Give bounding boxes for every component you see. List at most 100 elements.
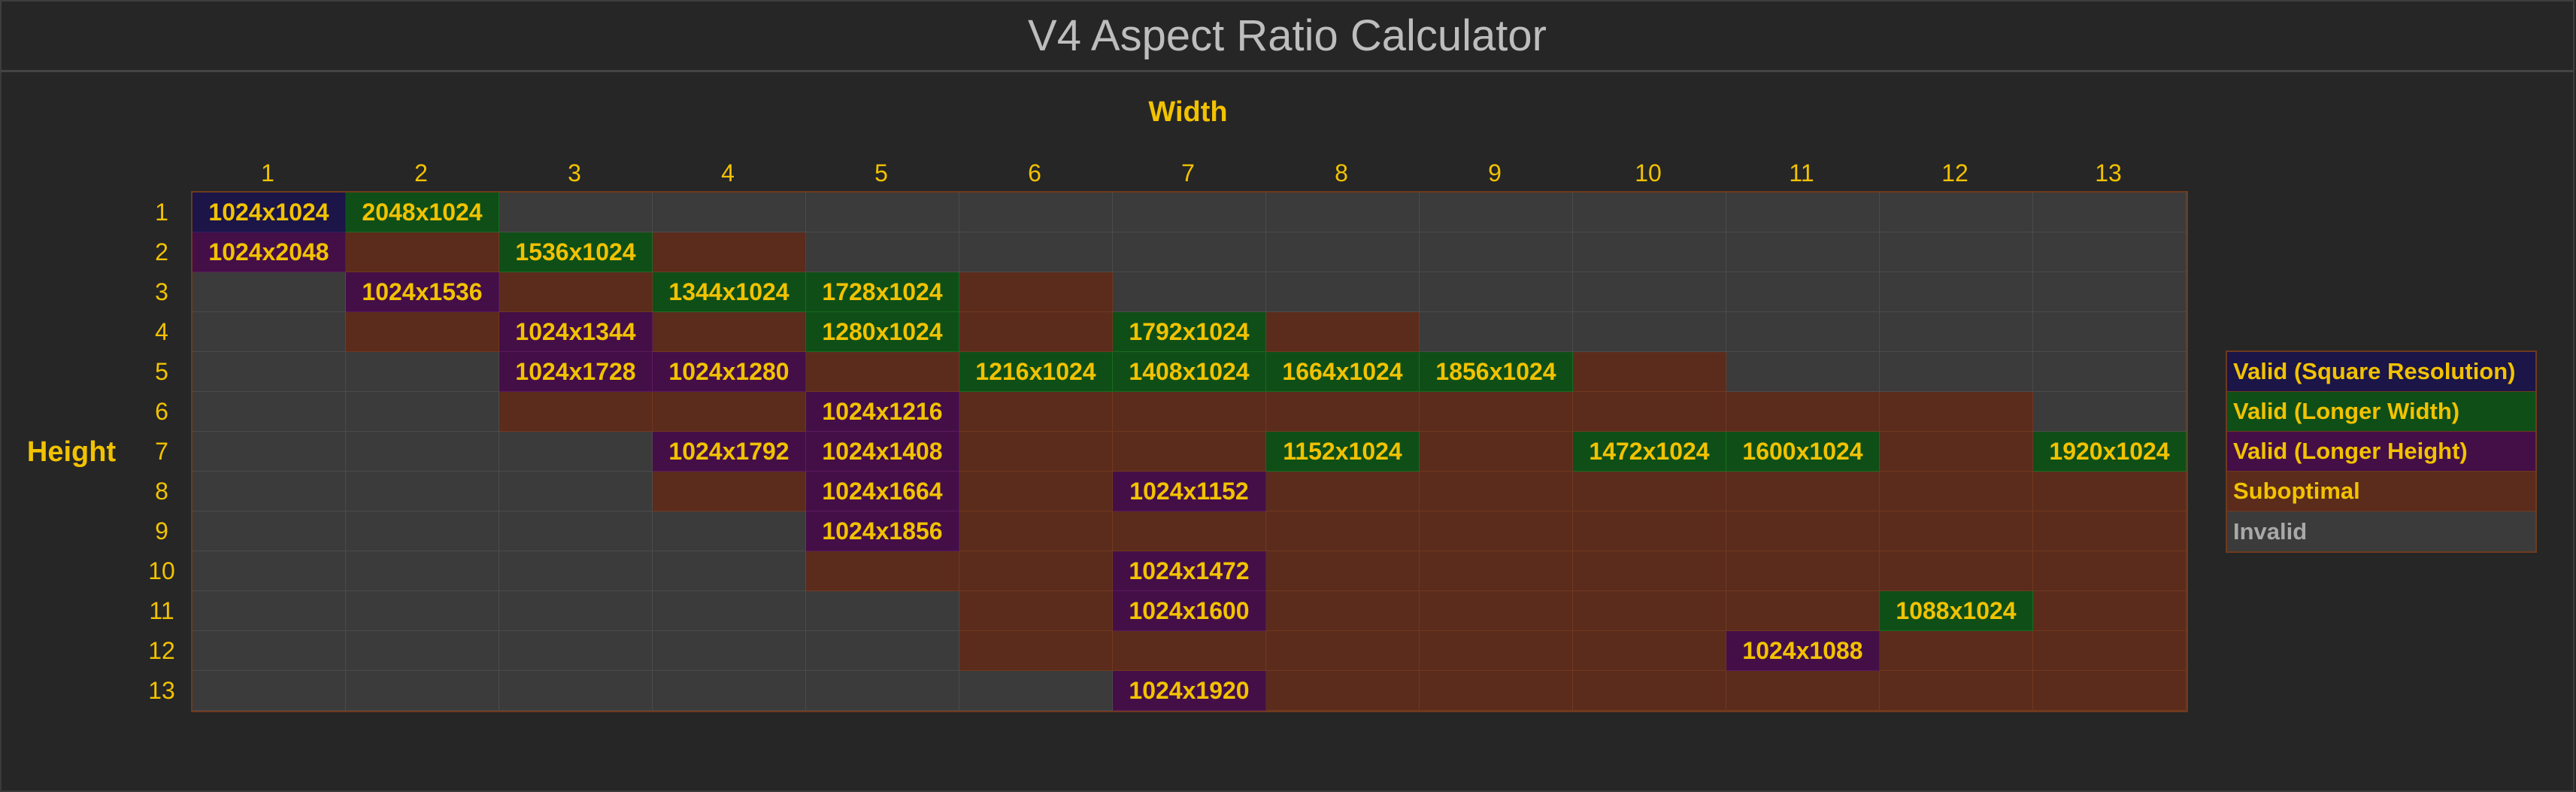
grid-cell-r11-c13 <box>2033 591 2187 631</box>
grid-cell-r5-c1 <box>192 352 346 392</box>
grid-cell-r10-c7: 1024x1472 <box>1113 551 1266 591</box>
row-header-6: 6 <box>155 398 168 425</box>
grid-cell-r10-c11 <box>1726 551 1880 591</box>
page-title: V4 Aspect Ratio Calculator <box>0 0 2574 72</box>
grid-cell-r8-c13 <box>2033 472 2187 511</box>
grid-cell-r5-c11 <box>1726 352 1880 392</box>
grid-cell-r12-c1 <box>192 631 346 671</box>
column-header-9: 9 <box>1488 159 1502 187</box>
grid-cell-r10-c4 <box>653 551 806 591</box>
grid-cell-r4-c10 <box>1573 312 1726 352</box>
grid-cell-r2-c5 <box>806 232 959 272</box>
grid-cell-r3-c10 <box>1573 272 1726 312</box>
grid-cell-r12-c8 <box>1266 631 1420 671</box>
grid-cell-r6-c10 <box>1573 392 1726 432</box>
grid-cell-r9-c5: 1024x1856 <box>806 511 959 551</box>
grid-cell-r1-c8 <box>1266 193 1420 232</box>
grid-cell-r2-c12 <box>1880 232 2033 272</box>
grid-cell-r7-c3 <box>499 432 653 472</box>
grid-cell-r7-c6 <box>959 432 1113 472</box>
grid-cell-r7-c11: 1600x1024 <box>1726 432 1880 472</box>
grid-cell-r3-c3 <box>499 272 653 312</box>
grid-cell-r12-c4 <box>653 631 806 671</box>
grid-cell-r8-c10 <box>1573 472 1726 511</box>
grid-cell-r11-c6 <box>959 591 1113 631</box>
grid-cell-r5-c3: 1024x1728 <box>499 352 653 392</box>
grid-cell-r12-c10 <box>1573 631 1726 671</box>
grid-cell-r3-c2: 1024x1536 <box>346 272 499 312</box>
grid-cell-r11-c10 <box>1573 591 1726 631</box>
aspect-ratio-grid: 1024x1024 2048x1024 1024x2048 1536x1024 1024… <box>191 191 2188 712</box>
row-header-13: 13 <box>148 677 175 704</box>
row-header-4: 4 <box>155 318 168 345</box>
grid-cell-r8-c8 <box>1266 472 1420 511</box>
grid-cell-r13-c2 <box>346 671 499 711</box>
grid-cell-r4-c5: 1280x1024 <box>806 312 959 352</box>
grid-cell-r13-c11 <box>1726 671 1880 711</box>
grid-cell-r1-c1: 1024x1024 <box>192 193 346 232</box>
grid-cell-r12-c2 <box>346 631 499 671</box>
grid-cell-r12-c5 <box>806 631 959 671</box>
grid-cell-r10-c3 <box>499 551 653 591</box>
grid-cell-r2-c7 <box>1113 232 1266 272</box>
grid-cell-r11-c9 <box>1420 591 1573 631</box>
grid-cell-r3-c6 <box>959 272 1113 312</box>
grid-cell-r9-c8 <box>1266 511 1420 551</box>
grid-cell-r7-c10: 1472x1024 <box>1573 432 1726 472</box>
row-header-5: 5 <box>155 358 168 385</box>
column-header-7: 7 <box>1181 159 1195 187</box>
width-axis-label: Width <box>1148 96 1228 128</box>
grid-cell-r6-c12 <box>1880 392 2033 432</box>
grid-cell-r13-c10 <box>1573 671 1726 711</box>
grid-cell-r8-c3 <box>499 472 653 511</box>
grid-cell-r8-c4 <box>653 472 806 511</box>
grid-cell-r13-c8 <box>1266 671 1420 711</box>
grid-cell-r9-c2 <box>346 511 499 551</box>
legend-item-lh: Valid (Longer Height) <box>2227 432 2535 472</box>
grid-cell-r13-c5 <box>806 671 959 711</box>
grid-cell-r2-c10 <box>1573 232 1726 272</box>
row-header-3: 3 <box>155 278 168 305</box>
row-header-8: 8 <box>155 478 168 505</box>
grid-cell-r6-c13 <box>2033 392 2187 432</box>
grid-cell-r5-c9: 1856x1024 <box>1420 352 1573 392</box>
grid-cell-r2-c8 <box>1266 232 1420 272</box>
grid-cell-r9-c7 <box>1113 511 1266 551</box>
legend-item-so: Suboptimal <box>2227 472 2535 511</box>
grid-cell-r1-c13 <box>2033 193 2187 232</box>
grid-cell-r5-c4: 1024x1280 <box>653 352 806 392</box>
grid-cell-r12-c7 <box>1113 631 1266 671</box>
grid-cell-r4-c12 <box>1880 312 2033 352</box>
grid-cell-r3-c4: 1344x1024 <box>653 272 806 312</box>
grid-cell-r1-c9 <box>1420 193 1573 232</box>
grid-cell-r7-c12 <box>1880 432 2033 472</box>
grid-cell-r5-c5 <box>806 352 959 392</box>
grid-cell-r4-c9 <box>1420 312 1573 352</box>
grid-cell-r6-c4 <box>653 392 806 432</box>
legend-item-sq: Valid (Square Resolution) <box>2227 352 2535 392</box>
grid-cell-r13-c9 <box>1420 671 1573 711</box>
grid-cell-r3-c12 <box>1880 272 2033 312</box>
grid-cell-r4-c7: 1792x1024 <box>1113 312 1266 352</box>
grid-cell-r13-c12 <box>1880 671 2033 711</box>
grid-cell-r7-c8: 1152x1024 <box>1266 432 1420 472</box>
grid-cell-r8-c12 <box>1880 472 2033 511</box>
grid-cell-r4-c13 <box>2033 312 2187 352</box>
grid-cell-r13-c13 <box>2033 671 2187 711</box>
grid-cell-r9-c12 <box>1880 511 2033 551</box>
grid-cell-r11-c5 <box>806 591 959 631</box>
grid-cell-r5-c8: 1664x1024 <box>1266 352 1420 392</box>
grid-cell-r7-c7 <box>1113 432 1266 472</box>
grid-cell-r6-c8 <box>1266 392 1420 432</box>
grid-cell-r8-c2 <box>346 472 499 511</box>
grid-cell-r6-c5: 1024x1216 <box>806 392 959 432</box>
grid-cell-r3-c8 <box>1266 272 1420 312</box>
grid-cell-r1-c4 <box>653 193 806 232</box>
grid-cell-r3-c9 <box>1420 272 1573 312</box>
grid-cell-r7-c2 <box>346 432 499 472</box>
grid-cell-r11-c2 <box>346 591 499 631</box>
legend-item-lw: Valid (Longer Width) <box>2227 392 2535 432</box>
row-header-7: 7 <box>155 438 168 465</box>
grid-cell-r3-c13 <box>2033 272 2187 312</box>
grid-cell-r6-c9 <box>1420 392 1573 432</box>
